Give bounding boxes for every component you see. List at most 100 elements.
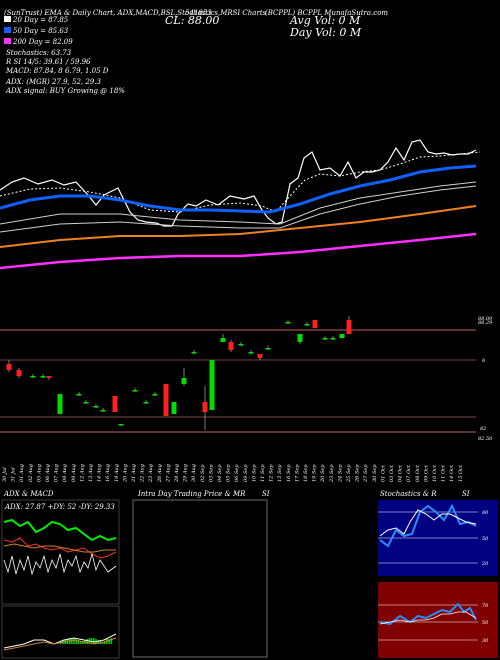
avg-vol-label: Avg Vol: 0 M (289, 14, 361, 27)
price-label-3: 82 (480, 426, 486, 432)
date-tick-label: 15 Oct (458, 464, 464, 482)
date-tick-label: 26 Aug (157, 464, 163, 483)
day-vol-label: Day Vol: 0 M (289, 26, 362, 39)
candle-body (143, 402, 149, 404)
date-tick-label: 12 Aug (79, 464, 85, 482)
stoch-legend: Stochastics: 63.73 (6, 49, 72, 57)
rsi-tick-70: 70 (482, 603, 489, 609)
candle-body (132, 390, 138, 392)
date-tick-label: 04 Oct (398, 464, 404, 482)
date-tick-label: 06 Aug (45, 464, 51, 482)
macd-bar (79, 641, 82, 644)
date-tick-label: 14 Oct (449, 464, 455, 482)
intraday-panel-title: Intra Day Trading Price & MR (137, 490, 246, 498)
ema100-line (0, 181, 477, 225)
candle-body (220, 338, 226, 342)
date-tick-label: 09 Aug (71, 464, 77, 482)
date-tick-label: 03 Oct (389, 464, 395, 482)
company-label: (BCPPL) BCPPL MunafaSutra.com (265, 9, 388, 17)
ticker-label: 541853 (185, 9, 212, 17)
date-tick-label: 07 Aug (54, 464, 60, 482)
date-tick-label: 04 Sep (217, 464, 223, 482)
intraday-si: SI (262, 490, 270, 498)
macd-bar (86, 639, 88, 644)
candle-body (285, 322, 291, 324)
ema20-swatch (4, 16, 11, 22)
candle-body (171, 402, 177, 414)
candle-body (46, 376, 52, 378)
candle-body (257, 354, 263, 358)
candle-body (346, 320, 352, 334)
price-label-2: 8 (482, 358, 485, 364)
ema200-swatch (4, 38, 11, 44)
date-tick-label: 17 Sep (294, 464, 300, 482)
macd-bar (108, 639, 110, 644)
candle-body (40, 376, 46, 378)
adx-panel-title: ADX & MACD (3, 490, 54, 498)
macd-bar (110, 638, 113, 644)
date-tick-label: 12 Sep (269, 464, 275, 482)
date-tick-label: 18 Sep (303, 464, 309, 482)
date-tick-label: 20 Aug (122, 464, 128, 483)
date-tick-label: 11 Oct (441, 464, 447, 482)
stoch-panel-title: Stochastics & R (380, 490, 437, 498)
candle-body (118, 424, 124, 426)
candle-body (322, 338, 328, 340)
adx-readout: ADX: 27.87 +DY: 52 -DY: 29.33 (4, 503, 115, 511)
date-tick-label: 24 Sep (337, 464, 343, 483)
date-tick-label: 01 Oct (380, 464, 386, 482)
candle-body (339, 334, 345, 338)
date-tick-label: 02 Sep (200, 464, 206, 482)
candle-body (83, 402, 89, 404)
date-tick-label: 09 Sep (243, 464, 249, 482)
candle-body (30, 376, 36, 378)
ema-lines-group (0, 139, 481, 270)
date-tick-label: 27 Aug (165, 464, 171, 483)
date-tick-label: 13 Aug (88, 464, 94, 482)
stoch-k-line (379, 503, 477, 548)
candle-body (93, 406, 99, 408)
stoch-tick-50: 50 (482, 536, 489, 542)
date-tick-label: 30 Jul (2, 467, 8, 482)
date-tick-label: 20 Sep (320, 464, 326, 483)
candle-body (238, 344, 244, 346)
date-tick-label: 19 Aug (114, 464, 120, 482)
candle-body (112, 396, 118, 412)
date-axis: 30 Jul 31 Jul 01 Aug 02 Aug 05 Aug 06 Aug 07 A… (2, 464, 464, 483)
macd-bar (97, 640, 99, 644)
date-tick-label: 10 Sep (251, 464, 257, 482)
candles-group (6, 316, 352, 430)
macd-bar (82, 641, 84, 644)
rsi-tick-50: 50 (482, 620, 489, 626)
adx-line (3, 543, 116, 553)
macd-line (3, 633, 117, 649)
date-tick-label: 30 Aug (191, 464, 197, 482)
date-tick-label: 03 Sep (208, 464, 214, 482)
candle-body (265, 348, 271, 350)
candle-body (16, 370, 22, 376)
adx-panel (1, 499, 120, 605)
date-tick-label: 28 Aug (174, 464, 180, 483)
intraday-panel (132, 499, 268, 658)
date-tick-label: 05 Sep (226, 464, 232, 482)
stoch-tick-80: 80 (482, 510, 489, 516)
date-tick-label: 13 Sep (277, 464, 283, 482)
macd-legend: MACD: 87.84, 8 6.79, 1.05 D (5, 67, 109, 75)
macd-bar (93, 638, 95, 644)
rsi-signal-line (379, 611, 477, 625)
date-tick-label: 11 Sep (260, 464, 266, 482)
macd-signal-line (3, 637, 117, 651)
price-line (0, 139, 477, 227)
price-label-4: 82.50 (478, 436, 493, 442)
ema120-line (0, 185, 477, 233)
date-tick-label: 26 Sep (355, 464, 361, 483)
date-tick-label: 06 Sep (234, 464, 240, 482)
ema50-line (0, 164, 477, 214)
close-price-label: CL: 88.00 (165, 14, 219, 27)
date-tick-label: 23 Sep (329, 464, 335, 483)
date-tick-label: 09 Oct (423, 464, 429, 482)
date-tick-label: 02 Aug (28, 464, 34, 482)
adx-minus-line (3, 537, 117, 559)
header-title-left: (SunTrust) EMA & Daily Chart, ADX,MACD,B… (4, 9, 267, 17)
